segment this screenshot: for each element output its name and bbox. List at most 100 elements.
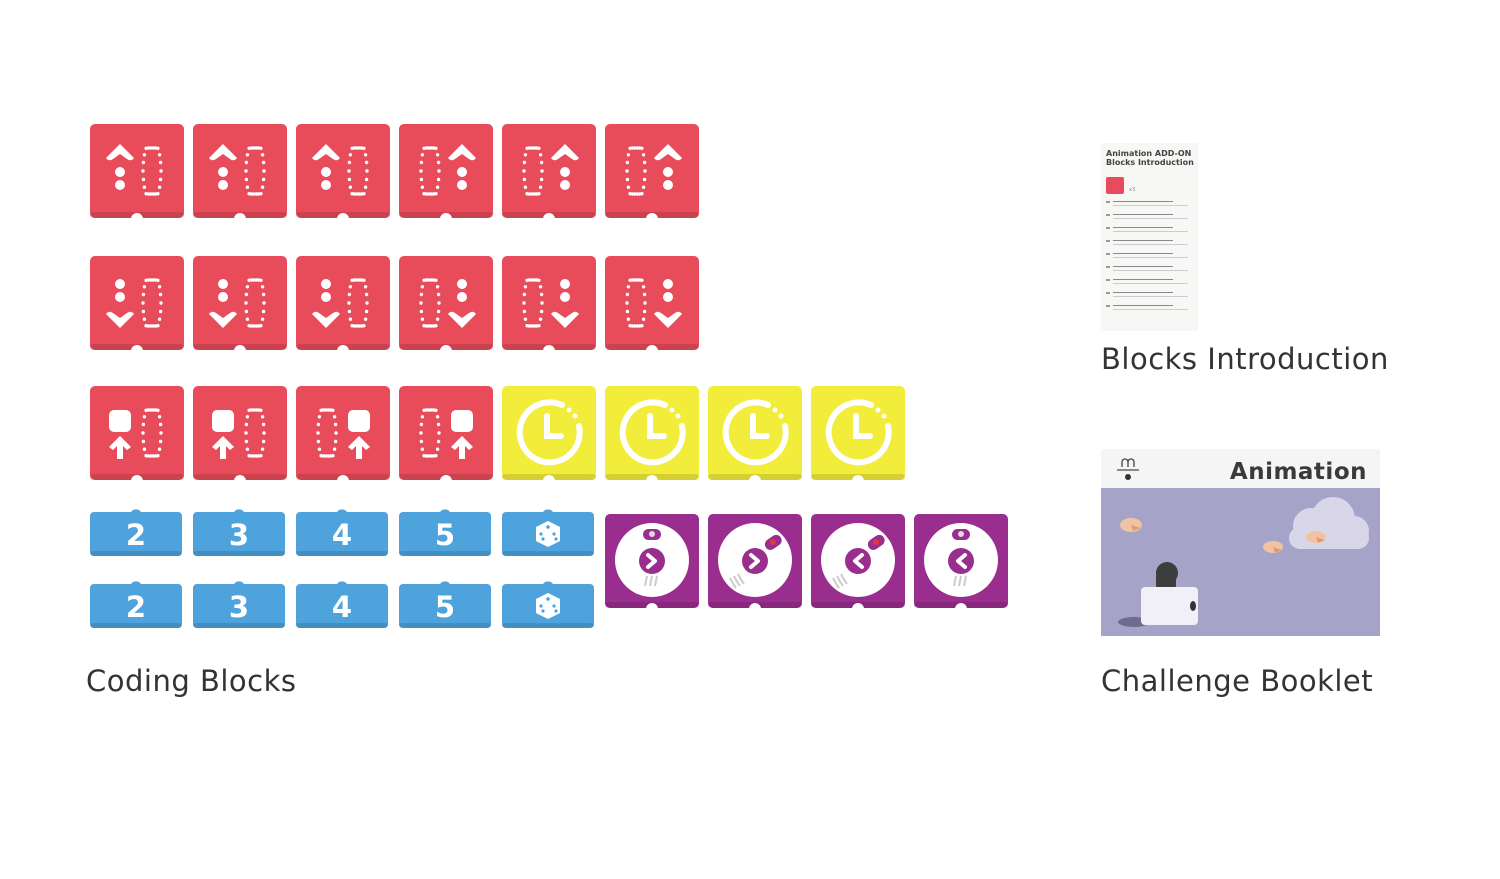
dotted-zero-icon	[347, 278, 369, 328]
cover-header: Animation	[1101, 449, 1380, 488]
red-block-arrow-up-right	[502, 124, 596, 218]
red-block-square-up-right	[296, 386, 390, 480]
challenge-booklet-label: Challenge Booklet	[1101, 664, 1374, 698]
blue-number-block-2: 2	[90, 576, 182, 632]
blue-number-block-3: 3	[193, 504, 285, 560]
lang-code	[1106, 214, 1110, 216]
dotted-zero-icon	[522, 278, 544, 328]
text-line	[1113, 214, 1173, 215]
bird-icon	[1306, 531, 1326, 543]
brand-logo-icon	[1114, 457, 1140, 483]
blocks-introduction-sheet: Animation ADD-ON Blocks Introduction x3	[1101, 143, 1198, 331]
dotted-zero-icon	[522, 146, 544, 196]
lang-code	[1106, 292, 1110, 294]
number-text: 2	[126, 518, 146, 552]
dotted-zero-icon	[625, 278, 647, 328]
purple-robot-block-left	[811, 514, 905, 608]
cover-illustration	[1118, 497, 1369, 627]
red-block-square-up-right	[399, 386, 493, 480]
red-block-arrow-up-left	[193, 124, 287, 218]
coding-blocks-label: Coding Blocks	[86, 664, 297, 698]
yellow-timer-block	[502, 386, 596, 480]
yellow-timer-block	[811, 386, 905, 480]
timer-icon	[619, 399, 686, 466]
purple-robot-block-right	[605, 514, 699, 608]
blue-dice-block	[502, 576, 594, 632]
arrow-up-icon	[551, 144, 579, 190]
red-block-arrow-up-right	[605, 124, 699, 218]
lang-code	[1106, 279, 1110, 281]
text-line	[1113, 257, 1188, 258]
dotted-zero-icon	[316, 408, 338, 458]
yellow-timer-block	[605, 386, 699, 480]
text-line	[1113, 253, 1173, 254]
text-line	[1113, 305, 1173, 306]
red-block-square-up-left	[193, 386, 287, 480]
timer-icon	[722, 399, 789, 466]
arrow-down-icon	[654, 279, 682, 328]
move-forward-icon	[348, 410, 370, 459]
number-text: 2	[126, 590, 146, 624]
text-line	[1113, 231, 1188, 232]
red-block-square-up-left	[90, 386, 184, 480]
lang-code	[1106, 266, 1110, 268]
dotted-zero-icon	[419, 146, 441, 196]
dice-icon	[536, 521, 560, 547]
text-line	[1113, 205, 1188, 206]
dotted-zero-icon	[244, 408, 266, 458]
blue-number-block-5: 5	[399, 504, 491, 560]
purple-robot-block-right	[708, 514, 802, 608]
move-forward-icon	[451, 410, 473, 459]
purple-robot-block-left	[914, 514, 1008, 608]
number-text: 4	[332, 518, 352, 552]
arrow-up-icon	[312, 144, 340, 190]
lang-code	[1106, 305, 1110, 307]
dotted-zero-icon	[141, 408, 163, 458]
robot-right-icon	[718, 523, 792, 597]
red-block-arrow-up-left	[296, 124, 390, 218]
intro-sheet-title: Animation ADD-ON Blocks Introduction	[1106, 149, 1194, 167]
text-line	[1113, 309, 1188, 310]
red-block-arrow-down-right	[399, 256, 493, 350]
cloud-icon	[1289, 497, 1369, 549]
challenge-booklet-cover: Animation	[1101, 449, 1380, 636]
number-text: 5	[435, 518, 455, 552]
yellow-timer-block	[708, 386, 802, 480]
blue-number-block-4: 4	[296, 504, 388, 560]
red-block-arrow-down-left	[193, 256, 287, 350]
red-block-arrow-down-right	[605, 256, 699, 350]
bird-icon	[1263, 541, 1283, 553]
robot-left-icon	[924, 523, 998, 597]
text-line	[1113, 240, 1173, 241]
robot-left-icon	[821, 523, 895, 597]
arrow-down-icon	[312, 279, 340, 328]
arrow-up-icon	[209, 144, 237, 190]
dotted-zero-icon	[347, 146, 369, 196]
lang-code	[1106, 201, 1110, 203]
timer-icon	[516, 399, 583, 466]
dotted-zero-icon	[141, 278, 163, 328]
red-block-thumbnail-icon	[1106, 177, 1124, 194]
blue-number-block-4: 4	[296, 576, 388, 632]
text-line	[1113, 244, 1188, 245]
blue-number-block-2: 2	[90, 504, 182, 560]
red-block-arrow-down-left	[296, 256, 390, 350]
blocks-introduction-label: Blocks Introduction	[1101, 342, 1389, 376]
arrow-down-icon	[209, 279, 237, 328]
lang-code	[1106, 240, 1110, 242]
number-text: 5	[435, 590, 455, 624]
text-line	[1113, 279, 1173, 280]
arrow-up-icon	[654, 144, 682, 190]
timer-icon	[825, 399, 892, 466]
dotted-zero-icon	[244, 146, 266, 196]
number-text: 4	[332, 590, 352, 624]
red-block-arrow-down-left	[90, 256, 184, 350]
text-line	[1113, 218, 1188, 219]
move-forward-icon	[212, 410, 234, 459]
number-text: 3	[229, 590, 249, 624]
arrow-up-icon	[448, 144, 476, 190]
lang-code	[1106, 227, 1110, 229]
lang-code	[1106, 253, 1110, 255]
text-line	[1113, 296, 1188, 297]
text-line	[1113, 292, 1173, 293]
